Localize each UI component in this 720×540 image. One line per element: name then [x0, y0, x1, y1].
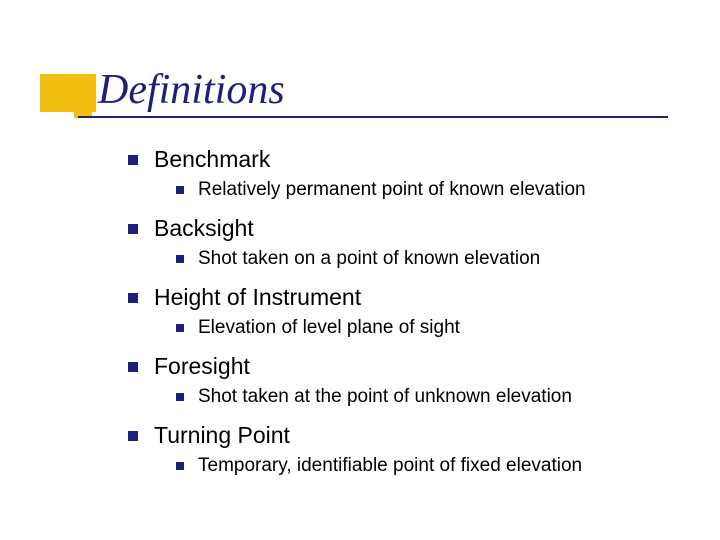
definition-row: Relatively permanent point of known elev… [176, 179, 688, 201]
definition-text: Temporary, identifiable point of fixed e… [198, 455, 582, 477]
square-bullet-small-icon [176, 462, 184, 470]
square-bullet-small-icon [176, 255, 184, 263]
title-region: Definitions [98, 66, 285, 114]
square-bullet-icon [128, 224, 138, 234]
term-row: Turning Point [128, 422, 688, 449]
definition-row: Elevation of level plane of sight [176, 317, 688, 339]
definition-row: Shot taken at the point of unknown eleva… [176, 386, 688, 408]
square-bullet-small-icon [176, 186, 184, 194]
definition-text: Shot taken on a point of known elevation [198, 248, 540, 270]
term-label: Backsight [154, 215, 254, 242]
square-bullet-small-icon [176, 324, 184, 332]
term-label: Foresight [154, 353, 250, 380]
page-title: Definitions [98, 66, 285, 114]
definition-row: Shot taken on a point of known elevation [176, 248, 688, 270]
definition-text: Shot taken at the point of unknown eleva… [198, 386, 572, 408]
term-label: Height of Instrument [154, 284, 361, 311]
term-row: Benchmark [128, 146, 688, 173]
square-bullet-icon [128, 362, 138, 372]
square-bullet-icon [128, 293, 138, 303]
title-underline [78, 116, 668, 118]
term-label: Turning Point [154, 422, 290, 449]
square-bullet-icon [128, 155, 138, 165]
square-bullet-small-icon [176, 393, 184, 401]
square-bullet-icon [128, 431, 138, 441]
term-label: Benchmark [154, 146, 270, 173]
definition-text: Elevation of level plane of sight [198, 317, 460, 339]
definition-row: Temporary, identifiable point of fixed e… [176, 455, 688, 477]
term-row: Foresight [128, 353, 688, 380]
term-row: Backsight [128, 215, 688, 242]
term-row: Height of Instrument [128, 284, 688, 311]
definitions-list: Benchmark Relatively permanent point of … [128, 146, 688, 491]
definition-text: Relatively permanent point of known elev… [198, 179, 586, 201]
